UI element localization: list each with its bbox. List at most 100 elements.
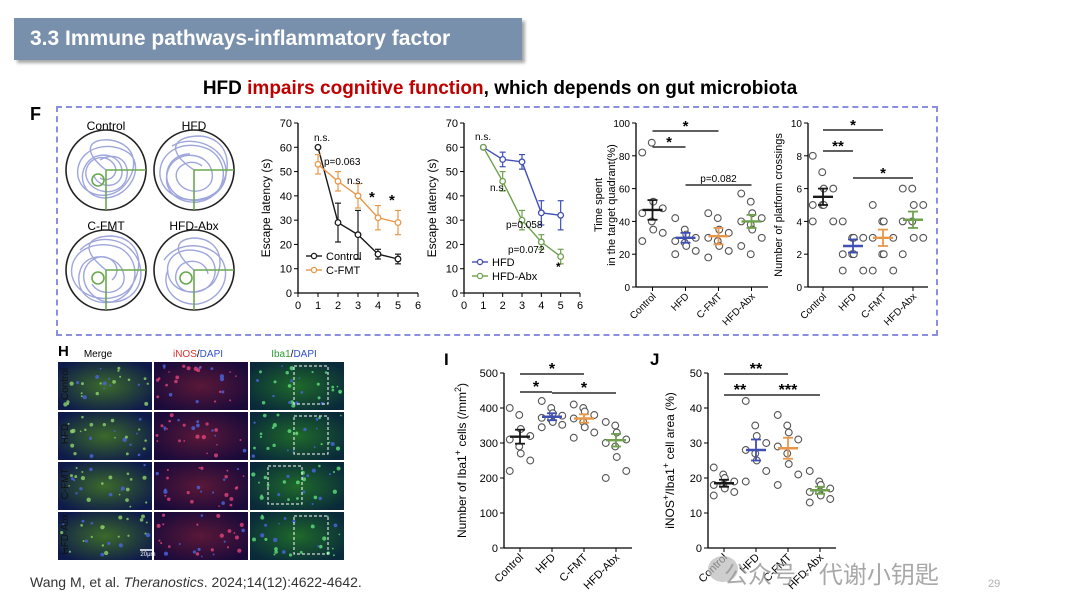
x-tick-label: 2 — [335, 300, 341, 312]
micrograph-cell — [278, 522, 280, 525]
micrograph-cell — [138, 418, 142, 421]
micrograph-cell — [273, 553, 276, 556]
escape-latency-chart-2: 0 10 20 30 40 50 60 70 0 1 2 3 4 5 6 Escape latency (s)… — [425, 118, 583, 312]
micrograph-cell — [143, 377, 147, 381]
data-point — [557, 211, 565, 219]
data-point — [479, 143, 487, 151]
micrograph-cell — [110, 418, 115, 423]
micrograph-cell — [330, 442, 335, 447]
micrograph-cell — [210, 548, 214, 552]
panel-label-h: H — [58, 343, 69, 360]
micrograph-cell — [84, 428, 87, 432]
micrograph-cell — [313, 495, 318, 500]
micrograph-cell — [178, 439, 181, 443]
headline-part-2: , which depends on gut microbiota — [483, 78, 798, 99]
y-tick-label: 50 — [690, 368, 702, 380]
data-point — [374, 214, 382, 222]
micrograph-cell — [331, 385, 335, 389]
micrograph-tile — [154, 362, 248, 410]
micrograph-cell — [310, 524, 315, 529]
micrograph-cell — [219, 377, 225, 382]
y-tick-label: 20 — [690, 473, 702, 485]
micrograph-cell — [311, 371, 314, 374]
micrograph-cell — [156, 395, 160, 399]
micrograph-cell — [95, 391, 99, 396]
micrograph-cell — [289, 366, 294, 371]
micrograph-tile — [58, 462, 152, 510]
micrograph-cell — [119, 375, 122, 378]
data-point — [314, 160, 322, 168]
scale-bar-label: 20μm — [140, 552, 155, 558]
micrograph-cell — [224, 492, 229, 497]
micrograph-cell — [251, 472, 256, 477]
micrograph-cell — [136, 432, 138, 435]
micrograph-cell — [100, 482, 104, 485]
micrograph-cell — [318, 416, 321, 420]
data-point — [601, 474, 610, 482]
micrograph-cell — [166, 476, 169, 480]
micrograph-cell — [80, 395, 83, 398]
micrograph-cell — [162, 364, 166, 368]
significance-label: * — [850, 117, 856, 134]
micrograph-cell — [295, 432, 299, 436]
micrograph-cell — [163, 426, 167, 430]
micrograph-cell — [126, 517, 129, 521]
data-point — [783, 421, 792, 430]
y-tick-label: 0 — [796, 283, 802, 294]
micrograph-cell — [213, 453, 219, 458]
micrograph-cell — [145, 501, 148, 504]
y-tick-label: 50 — [446, 167, 458, 179]
micrograph-cell — [118, 515, 123, 520]
micrograph-cell — [221, 390, 225, 394]
data-point — [704, 209, 713, 218]
micrograph-cell — [162, 523, 165, 526]
significance-annotation: * — [369, 189, 375, 206]
micrograph-cell — [261, 401, 266, 405]
micrograph-cell — [224, 474, 228, 479]
micrograph-cell — [274, 550, 278, 554]
micrograph-cell — [302, 477, 307, 482]
micrograph-cell — [311, 468, 316, 473]
y-axis-label: Number of Iba1+ cells (/mm2) — [453, 383, 469, 538]
significance-annotation: p=0.063 — [324, 157, 361, 168]
micrograph-cell — [68, 484, 70, 487]
significance-label: *** — [779, 382, 798, 399]
micrograph-cell — [262, 413, 267, 418]
micrograph-cell — [303, 427, 307, 432]
y-tick-label: 40 — [280, 191, 292, 203]
data-point — [709, 491, 718, 500]
data-point — [537, 209, 545, 217]
y-tick-label: 20 — [446, 239, 458, 251]
micrograph-cell — [300, 470, 305, 475]
data-point — [334, 177, 342, 185]
y-tick-label: 400 — [480, 403, 498, 415]
data-point — [601, 418, 610, 426]
y-tick-label: 20 — [280, 239, 292, 251]
data-point — [808, 151, 817, 160]
micrograph-cell — [213, 400, 217, 403]
micrograph-cell — [273, 537, 278, 543]
significance-annotation: p=0.058 — [506, 220, 543, 231]
significance-annotation: n.s. — [314, 133, 330, 144]
data-point — [737, 242, 746, 250]
micrograph-cell — [80, 392, 83, 395]
data-point — [590, 428, 599, 437]
data-point — [784, 428, 793, 437]
legend-label: HFD — [492, 257, 515, 269]
x-tick-label: HFD-Abx — [882, 291, 919, 328]
significance-annotation: p=0.072 — [508, 245, 545, 256]
data-point — [808, 201, 817, 209]
micrograph-cell — [259, 495, 264, 500]
data-point — [737, 189, 746, 198]
micrograph-cell — [281, 550, 286, 554]
micrograph-cell — [292, 519, 296, 524]
x-tick-label: 0 — [295, 300, 301, 312]
headline-part-1: HFD — [202, 78, 248, 99]
micrograph-cell — [259, 370, 262, 374]
micrograph-cell — [145, 532, 151, 538]
micrograph-cell — [195, 400, 199, 404]
micrograph-grid: Merge iNOS/DAPI Iba1/DAPI Control HFD C-… — [58, 349, 344, 560]
micrograph-cell — [218, 505, 220, 507]
